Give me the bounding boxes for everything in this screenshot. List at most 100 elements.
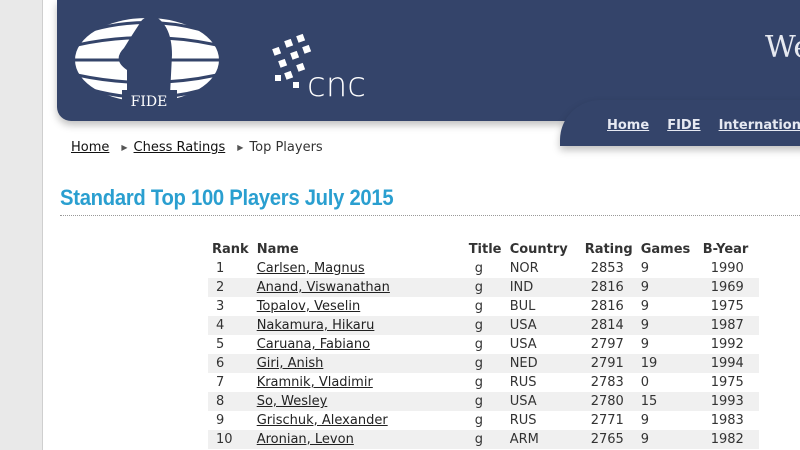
column-header: Name — [256, 241, 299, 257]
cell-rating: 2780 — [580, 392, 637, 411]
column-header: Rating — [584, 241, 633, 257]
cell-b-year: 1975 — [710, 299, 744, 314]
cell-rating: 2814 — [580, 316, 637, 335]
fide-logo-text: FIDE — [131, 94, 168, 110]
page-title: Standard Top 100 Players July 2015 — [60, 185, 394, 210]
breadcrumb-chess-ratings[interactable]: Chess Ratings — [133, 140, 226, 155]
cell-title: g — [474, 375, 483, 390]
player-link[interactable]: Kramnik, Vladimir — [256, 375, 373, 390]
ratings-table: Rank Name Title Country Rating Games B-Year 1 C… — [208, 239, 759, 449]
table-row: 9 Grischuk, Alexander g RUS 2771 9 1983 — [208, 411, 759, 430]
player-name-cell: Grischuk, Alexander — [253, 411, 465, 430]
cell-games: 0 — [640, 375, 649, 390]
cell-games: 9 — [640, 261, 649, 276]
player-link[interactable]: Caruana, Fabiano — [256, 337, 371, 352]
table-row: 10 Aronian, Levon g ARM 2765 9 1982 — [208, 430, 759, 449]
cell-games: 9 — [636, 316, 699, 335]
cell-country: BUL — [509, 299, 536, 314]
cell-country: USA — [505, 316, 581, 335]
table-row: 3 Topalov, Veselin g BUL 2816 9 1975 — [208, 297, 759, 316]
player-link[interactable]: Grischuk, Alexander — [256, 413, 388, 428]
table-row: 7 Kramnik, Vladimir g RUS 2783 0 1975 — [208, 373, 759, 392]
cell-title: g — [474, 413, 483, 428]
cell-games: 9 — [640, 299, 649, 314]
cell-rating: 2816 — [580, 278, 637, 297]
player-name-cell: Nakamura, Hikaru — [252, 316, 465, 335]
welcome-heading: We — [765, 30, 800, 65]
cell-rank: 8 — [208, 392, 253, 411]
table-row: 8 So, Wesley g USA 2780 15 1993 — [208, 392, 759, 411]
breadcrumb-current: Top Players — [249, 140, 323, 155]
player-link[interactable]: So, Wesley — [256, 394, 328, 409]
cell-rank: 2 — [208, 278, 253, 297]
cell-b-year: 1969 — [698, 278, 759, 297]
cell-rank: 5 — [216, 337, 225, 352]
cnc-logo[interactable]: cnc — [265, 30, 395, 100]
breadcrumb-home[interactable]: Home — [71, 140, 110, 155]
cell-b-year: 1993 — [698, 392, 759, 411]
table-row: 4 Nakamura, Hikaru g USA 2814 9 1987 — [208, 316, 759, 335]
cnc-logo-text: cnc — [307, 65, 366, 100]
player-name-cell: Topalov, Veselin — [253, 297, 465, 316]
page-margin — [0, 0, 43, 450]
cell-rank: 9 — [216, 413, 225, 428]
cell-games: 9 — [636, 430, 699, 449]
cell-title: g — [464, 316, 506, 335]
cell-rating: 2791 — [580, 354, 637, 373]
player-link[interactable]: Carlsen, Magnus — [256, 261, 365, 276]
cell-country: USA — [505, 392, 581, 411]
cell-title: g — [464, 278, 506, 297]
table-row: 2 Anand, Viswanathan g IND 2816 9 1969 — [208, 278, 759, 297]
cell-title: g — [474, 337, 483, 352]
fide-logo[interactable]: FIDE — [72, 10, 232, 115]
cell-rating: 2771 — [590, 413, 624, 428]
cell-b-year: 1975 — [710, 375, 744, 390]
player-name-cell: Caruana, Fabiano — [253, 335, 465, 354]
cell-country: RUS — [509, 413, 537, 428]
cell-country: NOR — [509, 261, 539, 276]
nav-international[interactable]: International — [718, 118, 800, 133]
cell-rating: 2765 — [580, 430, 637, 449]
divider — [60, 215, 800, 216]
player-link[interactable]: Topalov, Veselin — [256, 299, 361, 314]
player-link[interactable]: Anand, Viswanathan — [256, 280, 390, 295]
player-link[interactable]: Nakamura, Hikaru — [256, 318, 375, 333]
cell-games: 9 — [636, 278, 699, 297]
column-header: B-Year — [702, 241, 749, 257]
nav-fide[interactable]: FIDE — [667, 118, 701, 133]
nav-home[interactable]: Home — [607, 118, 650, 133]
column-header: Title — [468, 241, 502, 257]
cell-country: ARM — [505, 430, 581, 449]
cell-rank: 1 — [216, 261, 225, 276]
cell-country: USA — [509, 337, 537, 352]
header-nav-tab — [560, 100, 800, 146]
player-link[interactable]: Giri, Anish — [256, 356, 324, 371]
cell-b-year: 1994 — [698, 354, 759, 373]
cell-rank: 4 — [208, 316, 253, 335]
cell-title: g — [474, 261, 483, 276]
cell-b-year: 1990 — [710, 261, 744, 276]
cell-rank: 3 — [216, 299, 225, 314]
cell-title: g — [474, 299, 483, 314]
table-row: 6 Giri, Anish g NED 2791 19 1994 — [208, 354, 759, 373]
cell-games: 9 — [640, 413, 649, 428]
player-name-cell: So, Wesley — [252, 392, 465, 411]
cell-rating: 2783 — [590, 375, 624, 390]
player-link[interactable]: Aronian, Levon — [256, 432, 354, 447]
cell-b-year: 1983 — [710, 413, 744, 428]
cell-country: RUS — [509, 375, 537, 390]
arrow-right-icon: ▶ — [121, 143, 128, 152]
cell-rank: 10 — [208, 430, 253, 449]
cell-country: NED — [505, 354, 581, 373]
cell-rating: 2797 — [590, 337, 624, 352]
cell-country: IND — [505, 278, 581, 297]
cell-rating: 2853 — [590, 261, 624, 276]
cell-title: g — [464, 430, 506, 449]
cell-b-year: 1992 — [710, 337, 744, 352]
cell-b-year: 1982 — [698, 430, 759, 449]
table-row: 5 Caruana, Fabiano g USA 2797 9 1992 — [208, 335, 759, 354]
breadcrumb: Home ▶ Chess Ratings ▶ Top Players — [71, 140, 323, 155]
player-name-cell: Kramnik, Vladimir — [253, 373, 465, 392]
top-nav: Home FIDE International — [607, 118, 800, 133]
column-header: Games — [640, 241, 691, 257]
